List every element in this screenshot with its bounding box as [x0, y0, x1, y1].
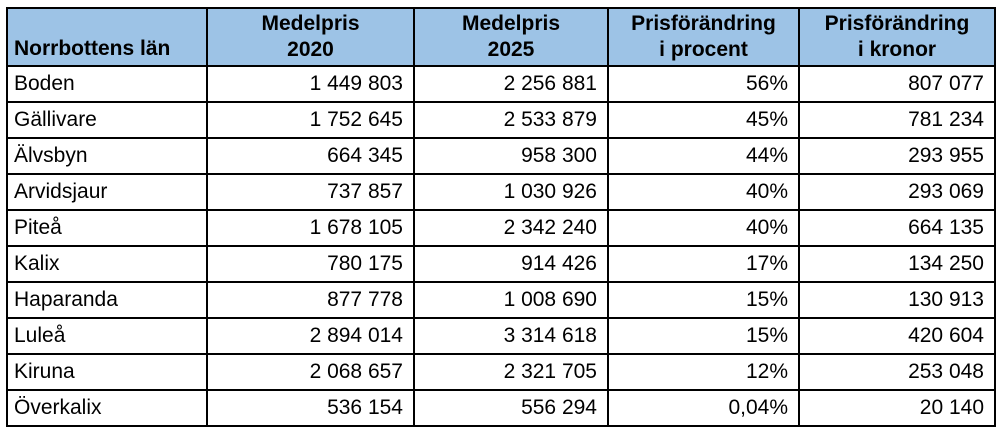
table-row: Boden 1 449 803 2 256 881 56% 807 077 [6, 65, 996, 103]
medelpris-2025-cell: 2 342 240 [413, 209, 609, 247]
table-row: Kiruna 2 068 657 2 321 705 12% 253 048 [6, 353, 996, 391]
prisforandring-kronor-cell: 130 913 [798, 281, 996, 319]
prisforandring-procent-cell: 56% [607, 65, 800, 103]
medelpris-2020-cell: 2 894 014 [206, 317, 415, 355]
medelpris-2025-cell: 958 300 [413, 137, 609, 175]
medelpris-2020-cell: 737 857 [206, 173, 415, 211]
prisforandring-procent-cell: 45% [607, 101, 800, 139]
prisforandring-kronor-cell: 20 140 [798, 389, 996, 427]
table-row: Älvsbyn 664 345 958 300 44% 293 955 [6, 137, 996, 175]
table-row: Haparanda 877 778 1 008 690 15% 130 913 [6, 281, 996, 319]
prisforandring-kronor-cell: 253 048 [798, 353, 996, 391]
medelpris-2020-cell: 664 345 [206, 137, 415, 175]
column-header-region: Norrbottens län [6, 7, 208, 67]
table-header: Norrbottens län Medelpris 2020 Medelpris… [6, 7, 996, 67]
medelpris-2020-cell: 1 752 645 [206, 101, 415, 139]
kommun-cell: Gällivare [6, 101, 208, 139]
prisforandring-kronor-cell: 134 250 [798, 245, 996, 283]
kommun-cell: Arvidsjaur [6, 173, 208, 211]
table-row: Luleå 2 894 014 3 314 618 15% 420 604 [6, 317, 996, 355]
medelpris-2025-cell: 2 533 879 [413, 101, 609, 139]
column-header-prisforandring-procent: Prisförändring i procent [607, 7, 800, 67]
kommun-cell: Boden [6, 65, 208, 103]
medelpris-2025-cell: 914 426 [413, 245, 609, 283]
kommun-cell: Överkalix [6, 389, 208, 427]
prisforandring-kronor-cell: 420 604 [798, 317, 996, 355]
medelpris-2020-cell: 2 068 657 [206, 353, 415, 391]
prisforandring-procent-cell: 17% [607, 245, 800, 283]
prisforandring-kronor-cell: 781 234 [798, 101, 996, 139]
kommun-cell: Kiruna [6, 353, 208, 391]
medelpris-2020-cell: 1 449 803 [206, 65, 415, 103]
medelpris-2025-cell: 1 030 926 [413, 173, 609, 211]
medelpris-2025-cell: 2 321 705 [413, 353, 609, 391]
kommun-cell: Haparanda [6, 281, 208, 319]
kommun-cell: Kalix [6, 245, 208, 283]
prisforandring-procent-cell: 15% [607, 281, 800, 319]
table-row: Gällivare 1 752 645 2 533 879 45% 781 23… [6, 101, 996, 139]
prisforandring-kronor-cell: 807 077 [798, 65, 996, 103]
medelpris-2025-cell: 1 008 690 [413, 281, 609, 319]
medelpris-2020-cell: 1 678 105 [206, 209, 415, 247]
norrbotten-price-table: Norrbottens län Medelpris 2020 Medelpris… [6, 7, 996, 427]
prisforandring-kronor-cell: 293 069 [798, 173, 996, 211]
medelpris-2025-cell: 556 294 [413, 389, 609, 427]
prisforandring-kronor-cell: 664 135 [798, 209, 996, 247]
table-row: Kalix 780 175 914 426 17% 134 250 [6, 245, 996, 283]
table-body: Boden 1 449 803 2 256 881 56% 807 077 Gä… [6, 65, 996, 427]
table-row: Överkalix 536 154 556 294 0,04% 20 140 [6, 389, 996, 427]
column-header-medelpris-2020: Medelpris 2020 [206, 7, 415, 67]
medelpris-2020-cell: 877 778 [206, 281, 415, 319]
prisforandring-procent-cell: 40% [607, 173, 800, 211]
table-row: Piteå 1 678 105 2 342 240 40% 664 135 [6, 209, 996, 247]
header-row: Norrbottens län Medelpris 2020 Medelpris… [6, 7, 996, 67]
prisforandring-procent-cell: 0,04% [607, 389, 800, 427]
column-header-prisforandring-kronor: Prisförändring i kronor [798, 7, 996, 67]
kommun-cell: Älvsbyn [6, 137, 208, 175]
kommun-cell: Piteå [6, 209, 208, 247]
medelpris-2020-cell: 536 154 [206, 389, 415, 427]
medelpris-2025-cell: 3 314 618 [413, 317, 609, 355]
prisforandring-procent-cell: 15% [607, 317, 800, 355]
prisforandring-kronor-cell: 293 955 [798, 137, 996, 175]
medelpris-2025-cell: 2 256 881 [413, 65, 609, 103]
table-row: Arvidsjaur 737 857 1 030 926 40% 293 069 [6, 173, 996, 211]
prisforandring-procent-cell: 40% [607, 209, 800, 247]
medelpris-2020-cell: 780 175 [206, 245, 415, 283]
prisforandring-procent-cell: 12% [607, 353, 800, 391]
prisforandring-procent-cell: 44% [607, 137, 800, 175]
kommun-cell: Luleå [6, 317, 208, 355]
column-header-medelpris-2025: Medelpris 2025 [413, 7, 609, 67]
